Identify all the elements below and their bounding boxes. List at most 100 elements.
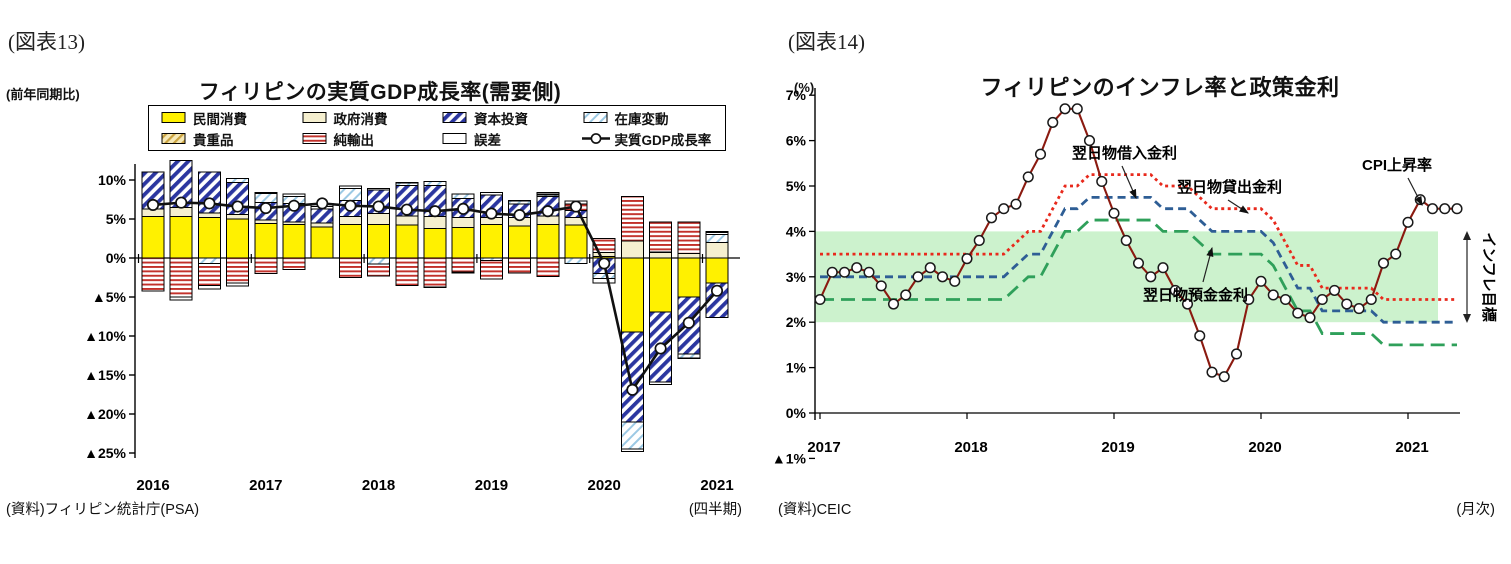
rate-x-year-label: 2019 [1101, 439, 1134, 456]
legend-item-hatch-blue: 資本投資 [440, 108, 581, 128]
cpi-marker [875, 280, 887, 292]
bar-segment-yellow [536, 223, 560, 259]
gdp-growth-marker [259, 202, 272, 215]
gdp-growth-marker [372, 200, 385, 213]
cpi-marker [985, 212, 998, 224]
bar-segment-yellow [395, 224, 419, 259]
bar-segment-yellow [620, 257, 644, 333]
bar-segment-cream [254, 219, 278, 225]
hatch-light-swatch-icon [583, 112, 607, 123]
cream-swatch-icon [302, 112, 326, 123]
inflation-chart-panel: (図表14) (%) フィリピンのインフレ率と政策金利 7% 6% 5% 4% 3% 2%… [770, 0, 1511, 564]
cpi-marker [1402, 216, 1414, 228]
gdp-growth-marker [682, 316, 695, 329]
cpi-marker [900, 289, 912, 301]
gdp-y-tick: 10% [98, 172, 127, 188]
bar-segment-hatch-red [197, 262, 221, 286]
bar-segment-hatch-red [536, 257, 560, 278]
bar-segment-hatch-light [564, 257, 588, 264]
figure-13-label: (図表13) [8, 30, 85, 54]
cpi-marker [1120, 234, 1132, 247]
bar-segment-hatch-light [226, 177, 250, 183]
cpi-marker [1047, 116, 1059, 128]
bar-segment-hatch-light [620, 421, 644, 450]
deposit-rate-leader-arrow [1202, 246, 1214, 283]
bar-segment-yellow [310, 226, 334, 259]
cpi-marker [1365, 293, 1377, 306]
cpi-marker [949, 275, 961, 287]
cpi-marker [838, 266, 851, 278]
gdp-growth-marker [654, 342, 667, 355]
cpi-rate-leader-arrow [1407, 177, 1423, 207]
cpi-marker [998, 203, 1010, 215]
cpi-marker [1377, 257, 1390, 269]
cpi-marker [1181, 298, 1194, 310]
rate-y-tick: 6% [786, 133, 807, 149]
bar-segment-yellow [705, 257, 729, 284]
cpi-marker [961, 253, 973, 265]
bar-segment-white [197, 284, 221, 290]
legend-item-hatch-tan: 貴重品 [159, 129, 300, 149]
bar-segment-white [423, 286, 447, 289]
cpi-marker [1206, 366, 1218, 378]
bar-segment-cream [592, 252, 616, 257]
gdp-growth-marker [344, 199, 357, 212]
bar-segment-cream [367, 213, 391, 225]
cpi-marker [1390, 248, 1402, 260]
cpi-marker [1059, 103, 1071, 115]
cpi-marker [1194, 330, 1206, 342]
rate-y-tick: 4% [786, 223, 807, 239]
bar-segment-hatch-red [141, 257, 165, 292]
inflation-period-note: (月次) [1456, 502, 1495, 518]
legend-item-white: 誤差 [440, 129, 581, 149]
bar-segment-hatch-red [338, 257, 362, 278]
gdp-growth-marker [569, 200, 583, 213]
bar-segment-cream [677, 252, 701, 259]
rate-line-dotted [820, 173, 1457, 301]
figure-14-label: (図表14) [788, 30, 865, 54]
bar-segment-white [536, 191, 560, 195]
cpi-marker [887, 298, 900, 310]
borrowing-rate-label: 翌日物借入金利 [1072, 144, 1177, 162]
gdp-growth-marker [626, 383, 639, 396]
bar-segment-hatch-red [592, 238, 616, 254]
inflation-axis-unit-note: (%) [794, 80, 815, 95]
bar-segment-hatch-red [169, 257, 193, 298]
cpi-marker [1096, 175, 1108, 188]
bar-segment-hatch-light [705, 234, 729, 243]
gdp-growth-marker [146, 198, 160, 212]
gdp-y-tick: ▲25% [84, 445, 126, 461]
gdp-line-swatch-icon [581, 133, 610, 144]
bar-segment-hatch-red [508, 257, 532, 274]
bar-segment-hatch-red [367, 263, 391, 277]
cpi-marker [1243, 293, 1255, 306]
hatch-tan-swatch-icon [161, 133, 186, 144]
cpi-marker [1328, 284, 1341, 296]
bar-segment-hatch-light [423, 181, 447, 186]
cpi-marker [1145, 271, 1157, 283]
hatch-red-swatch-icon [302, 133, 326, 144]
gdp-growth-marker [428, 205, 442, 218]
legend-label: 民間消費 [193, 111, 247, 127]
gdp-growth-marker [457, 202, 470, 215]
rate-y-tick: 0% [786, 405, 807, 421]
gdp-axis-unit-note: (前年同期比) [6, 87, 80, 102]
bar-segment-hatch-red [226, 257, 250, 284]
bar-segment-yellow [508, 225, 532, 259]
gdp-growth-marker [316, 197, 329, 210]
bar-segment-yellow [282, 223, 306, 259]
bar-segment-white [169, 296, 193, 301]
rate-y-tick: 1% [786, 360, 807, 376]
bar-segment-hatch-blue [310, 208, 334, 224]
gdp-growth-marker [710, 284, 724, 297]
bar-segment-cream [169, 206, 193, 218]
cpi-marker [1439, 203, 1451, 215]
cpi-marker [1218, 371, 1230, 383]
gdp-chart-panel: (図表13) (前年同期比) フィリピンの実質GDP成長率(需要側) 民間消費 政… [6, 30, 742, 518]
bar-segment-yellow [451, 227, 475, 259]
gdp-y-tick: ▲20% [84, 406, 126, 422]
gdp-growth-marker [598, 257, 611, 270]
legend-label: 純輸出 [333, 132, 375, 148]
bar-segment-white [254, 191, 278, 194]
